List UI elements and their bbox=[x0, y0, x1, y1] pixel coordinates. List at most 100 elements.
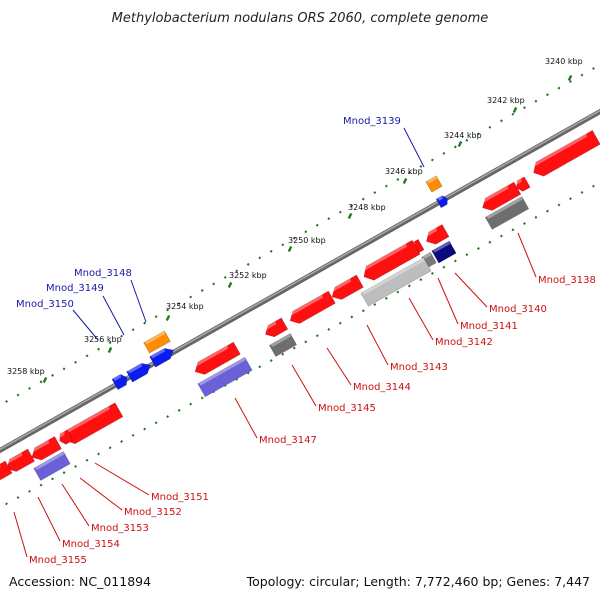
ruler-major-tick bbox=[287, 245, 293, 253]
cds-red bbox=[6, 448, 36, 472]
ruler-minor-tick bbox=[511, 112, 515, 116]
ruler-minor-tick bbox=[315, 223, 319, 227]
ruler-label: 3254 kbp bbox=[166, 302, 204, 311]
inner-track-tick bbox=[246, 371, 250, 375]
inner-track-tick bbox=[569, 197, 572, 201]
inner-track-tick bbox=[131, 433, 135, 437]
inner-track-tick bbox=[361, 309, 365, 313]
inner-track-tick bbox=[62, 471, 66, 475]
ruler-minor-tick bbox=[200, 289, 204, 292]
inner-track-tick bbox=[269, 359, 273, 363]
cds-red bbox=[331, 274, 364, 300]
gene-leader-line bbox=[94, 462, 150, 496]
gene-label: Mnod_3140 bbox=[489, 304, 547, 315]
inner-track-tick bbox=[396, 290, 400, 294]
cds-blue bbox=[435, 195, 448, 209]
inner-track-tick bbox=[465, 253, 469, 257]
ruler-major-tick bbox=[42, 376, 48, 384]
gene-leader-line bbox=[326, 347, 352, 386]
gene-label: Mnod_3138 bbox=[538, 275, 596, 286]
cds-red bbox=[289, 290, 336, 324]
ruler-label: 3252 kbp bbox=[229, 271, 267, 280]
inner-track-tick bbox=[292, 346, 296, 350]
ruler-minor-tick bbox=[166, 308, 170, 312]
cds-red bbox=[194, 341, 241, 375]
ruler-minor-tick bbox=[177, 302, 181, 306]
inner-track-tick bbox=[453, 259, 457, 263]
inner-track-tick bbox=[120, 440, 124, 443]
gene-leader-line bbox=[291, 364, 317, 407]
inner-track-tick bbox=[534, 215, 538, 219]
ruler-major-tick bbox=[107, 346, 113, 354]
gene-label: Mnod_3147 bbox=[259, 435, 317, 446]
genome-backbone bbox=[0, 108, 600, 454]
ruler-label: 3240 kbp bbox=[545, 57, 583, 66]
inner-track-tick bbox=[384, 296, 388, 300]
cds-grey bbox=[484, 196, 530, 230]
inner-track-tick bbox=[97, 452, 101, 456]
ruler-label: 3246 kbp bbox=[385, 167, 423, 176]
inner-track-tick bbox=[580, 190, 584, 194]
ruler-major-tick bbox=[402, 177, 408, 185]
ruler-minor-tick bbox=[189, 295, 193, 299]
ruler-major-tick bbox=[227, 281, 233, 289]
gene-label: Mnod_3152 bbox=[124, 507, 182, 518]
inner-track-tick bbox=[189, 402, 193, 406]
inner-track-tick bbox=[177, 408, 181, 412]
ruler-minor-tick bbox=[592, 67, 595, 70]
gene-leader-line bbox=[13, 511, 28, 558]
gene-leader-line bbox=[61, 483, 90, 527]
inner-track-tick bbox=[557, 203, 561, 207]
ruler-minor-tick bbox=[338, 210, 342, 214]
gene-label: Mnod_3153 bbox=[91, 523, 149, 534]
gene-label: Mnod_3144 bbox=[353, 382, 411, 393]
gene-label: Mnod_3143 bbox=[390, 362, 448, 373]
cds-orange bbox=[425, 175, 443, 193]
cds-lightgrey bbox=[360, 257, 432, 307]
inner-track-tick bbox=[488, 240, 492, 244]
inner-track-tick bbox=[523, 222, 526, 226]
cds-red bbox=[31, 436, 62, 461]
topology-text: Topology: circular; Length: 7,772,460 bp… bbox=[246, 574, 590, 589]
inner-track-tick bbox=[51, 477, 54, 481]
gene-leader-line bbox=[234, 397, 258, 439]
inner-track-tick bbox=[5, 502, 8, 506]
ruler-minor-tick bbox=[396, 178, 400, 181]
ruler-minor-tick bbox=[85, 354, 89, 358]
ruler-minor-tick bbox=[546, 93, 549, 97]
inner-track-tick bbox=[74, 464, 77, 468]
backbone-line bbox=[0, 108, 600, 454]
gene-labels: Mnod_3139 Mnod_3148 Mnod_3149 Mnod_3150 Mnod… bbox=[13, 116, 596, 566]
ruler-minor-tick bbox=[430, 158, 434, 162]
ruler-major-tick bbox=[457, 140, 463, 148]
ruler-minor-tick bbox=[327, 217, 331, 221]
inner-track-tick bbox=[39, 483, 43, 487]
inner-track-tick bbox=[315, 334, 319, 338]
gene-label: Mnod_3154 bbox=[62, 539, 120, 550]
ruler-minor-tick bbox=[465, 138, 469, 142]
ruler-minor-tick bbox=[292, 236, 296, 240]
ruler-minor-tick bbox=[304, 230, 308, 234]
ruler-minor-tick bbox=[534, 99, 538, 103]
ruler-minor-tick bbox=[258, 256, 262, 260]
gene-label: Mnod_3139 bbox=[343, 116, 401, 127]
cds-purple bbox=[33, 451, 71, 481]
gene-label: Mnod_3155 bbox=[29, 555, 87, 566]
ruler-major-tick bbox=[347, 212, 353, 220]
gene-leader-line bbox=[366, 324, 389, 366]
gene-label: Mnod_3151 bbox=[151, 492, 209, 503]
ruler-minor-tick bbox=[557, 86, 561, 90]
ruler-minor-tick bbox=[361, 197, 365, 201]
cds-navy bbox=[431, 240, 457, 264]
inner-track-tick bbox=[16, 496, 20, 500]
gene-label: Mnod_3148 bbox=[74, 268, 132, 279]
backbone-highlight bbox=[0, 109, 600, 451]
page-title: Methylobacterium nodulans ORS 2060, comp… bbox=[112, 11, 489, 26]
inner-track-tick bbox=[476, 247, 480, 250]
inner-track-tick bbox=[511, 228, 515, 232]
ruler-minor-tick bbox=[350, 204, 354, 208]
cds-purple bbox=[197, 356, 253, 398]
ruler-minor-tick bbox=[373, 191, 377, 195]
kbp-ruler: 3240 kbp 3242 kbp 3244 kbp 3246 kbp 3248 kbp… bbox=[5, 57, 595, 506]
ruler-major-tick bbox=[165, 314, 171, 322]
